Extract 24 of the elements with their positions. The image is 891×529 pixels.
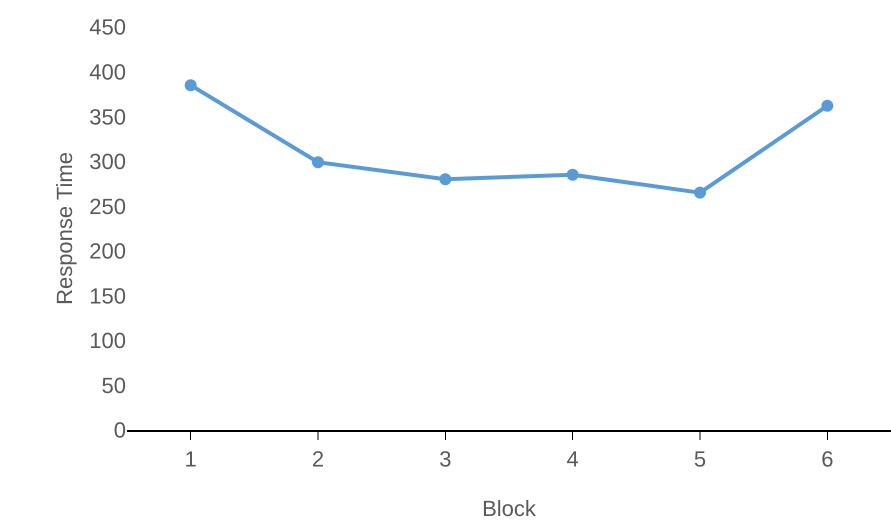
x-tick-label: 3: [439, 446, 452, 472]
x-tick-label: 4: [566, 446, 579, 472]
point: [184, 79, 197, 92]
y-axis-title: Response Time: [52, 152, 78, 305]
y-tick-label: 100: [89, 328, 126, 354]
point: [694, 186, 706, 199]
point: [566, 168, 579, 181]
x-tick-label: 2: [312, 446, 324, 472]
y-tick-label: 50: [102, 372, 126, 398]
y-tick-label: 400: [89, 59, 126, 84]
x-axis-title: Block: [482, 496, 537, 521]
y-tick-label: 300: [89, 149, 126, 174]
point: [312, 156, 324, 168]
x-tick-label: 6: [821, 446, 834, 472]
x-tick-label: 5: [694, 446, 706, 472]
y-tick-label: 250: [89, 194, 126, 219]
y-tick-label: 200: [89, 238, 126, 264]
point: [439, 173, 452, 186]
point: [821, 100, 834, 112]
y-tick-label: 150: [89, 283, 126, 308]
y-tick-label: 350: [89, 104, 126, 130]
y-tick-label: 450: [89, 14, 126, 40]
y-tick-label: 0: [114, 418, 126, 443]
x-tick-label: 1: [184, 446, 197, 472]
